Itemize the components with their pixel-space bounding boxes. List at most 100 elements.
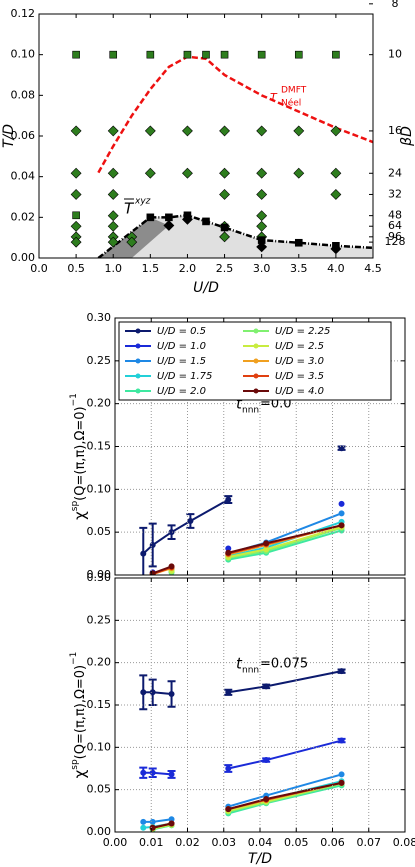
ylabel-base: χ (71, 769, 89, 778)
legend-marker (135, 328, 141, 334)
point (225, 549, 232, 556)
x-tick-label: 0.05 (284, 836, 309, 849)
annotation: T (124, 200, 135, 218)
point (338, 771, 345, 778)
y-tick-label: 0.05 (87, 525, 112, 538)
legend-label: U/D = 1.5 (157, 356, 206, 367)
x-axis-label: U/D (193, 280, 219, 296)
diamond-marker (163, 220, 175, 231)
point (168, 771, 175, 778)
y2-tick-label: 64 (388, 219, 402, 232)
square-marker (165, 213, 173, 222)
x-tick-label: 0.02 (175, 836, 200, 849)
point (338, 737, 345, 744)
x-tick-label: 2.0 (179, 262, 197, 275)
y-tick-label: 0.00 (11, 251, 36, 264)
square-marker (220, 223, 229, 232)
y-tick-label: 0.10 (87, 740, 112, 753)
annotation-sub: nnn (242, 666, 259, 676)
diamond-marker (107, 210, 119, 222)
axes-frame (114, 317, 406, 576)
y-tick-label: 0.30 (87, 571, 112, 584)
diamond-marker (182, 167, 193, 179)
square-marker (202, 50, 210, 59)
legend-label: U/D = 1.75 (157, 371, 212, 382)
point (338, 668, 345, 675)
legend-marker (253, 358, 259, 364)
plot-area (70, 50, 373, 258)
annotation-base: T (270, 91, 278, 104)
legend-marker (135, 388, 141, 394)
legend-label: U/D = 2.25 (275, 326, 330, 337)
x-tick-label: 0.07 (357, 836, 382, 849)
point (168, 563, 175, 570)
x-axis-label: T/D (248, 851, 272, 867)
y-tick-label: 0.15 (87, 440, 112, 453)
legend-label: U/D = 2.0 (157, 386, 206, 397)
y-tick-label: 0.25 (87, 354, 112, 367)
ylabel-main: (Q=(π,π),Ω=0) (73, 406, 88, 500)
diamond-marker (144, 167, 156, 179)
diamond-marker (70, 236, 82, 248)
y-axis-label: T/D (1, 124, 17, 148)
axes-frame (114, 577, 406, 833)
point (338, 779, 345, 786)
panel: 0.0 0.5 1.0 1.5 2.0 2.5 3.0 3.5 4.0 4.5 0.00 0.02 0.… (1, 0, 415, 296)
diamond-marker (144, 125, 156, 137)
diamond-marker (182, 213, 193, 225)
y-tick-label: 0.20 (87, 656, 112, 669)
diamond-marker (256, 167, 268, 179)
diamond-marker (182, 125, 193, 137)
region (131, 215, 373, 258)
x-tick-label: 4.0 (327, 262, 345, 275)
x-tick-label: 0.08 (393, 836, 415, 849)
y-tick-label: 0.25 (87, 613, 112, 626)
curve (97, 214, 373, 258)
annotation-sup: xyz (134, 197, 151, 207)
ylabel-exp: −1 (69, 393, 79, 406)
x-tick-label: 0.5 (67, 262, 85, 275)
legend-marker (253, 388, 259, 394)
point (168, 820, 175, 827)
diamond-marker (330, 243, 342, 255)
point (263, 795, 270, 802)
y-axis-label: χsp(Q=(π,π),Ω=0)−1 (69, 393, 89, 520)
ylabel-main: (Q=(π,π),Ω=0) (73, 665, 88, 759)
x-tick-label: 0.03 (212, 836, 237, 849)
y2-tick-label: 96 (388, 230, 402, 243)
annotation-sub: Néel (281, 98, 301, 109)
x-tick-label: 0.0 (30, 262, 48, 275)
diamond-marker (219, 125, 230, 137)
legend-label: U/D = 4.0 (275, 386, 324, 397)
y-tick-label: 0.00 (87, 825, 112, 838)
ylabel-sup: sp (70, 501, 80, 512)
diamond-marker (107, 125, 119, 137)
diamond-marker (70, 220, 82, 232)
y2-tick-label: 48 (388, 209, 402, 222)
curve (97, 55, 373, 174)
y-tick-label: 0.05 (87, 783, 112, 796)
square-marker (72, 211, 80, 220)
diamond-marker (219, 167, 230, 179)
x-tick-label: 3.5 (290, 262, 308, 275)
diamond-marker (330, 167, 342, 179)
y2-tick-label: 10 (388, 48, 402, 61)
point (225, 496, 232, 503)
annotation-text: =0.075 (260, 657, 308, 672)
point (149, 689, 156, 696)
point (338, 500, 345, 507)
annotation-base: t (236, 655, 243, 673)
x-tick-label: 2.5 (216, 262, 234, 275)
point (338, 510, 345, 517)
y2-tick-label: 8 (392, 0, 399, 10)
point (225, 765, 232, 772)
y2-tick-label: 16 (388, 124, 402, 137)
point (140, 689, 147, 696)
y2-axis-label: βD (399, 126, 415, 147)
point (187, 518, 194, 525)
ylabel-base: χ (71, 511, 89, 520)
square-marker (202, 217, 210, 226)
diamond-marker (219, 231, 230, 243)
diamond-marker (107, 167, 119, 179)
